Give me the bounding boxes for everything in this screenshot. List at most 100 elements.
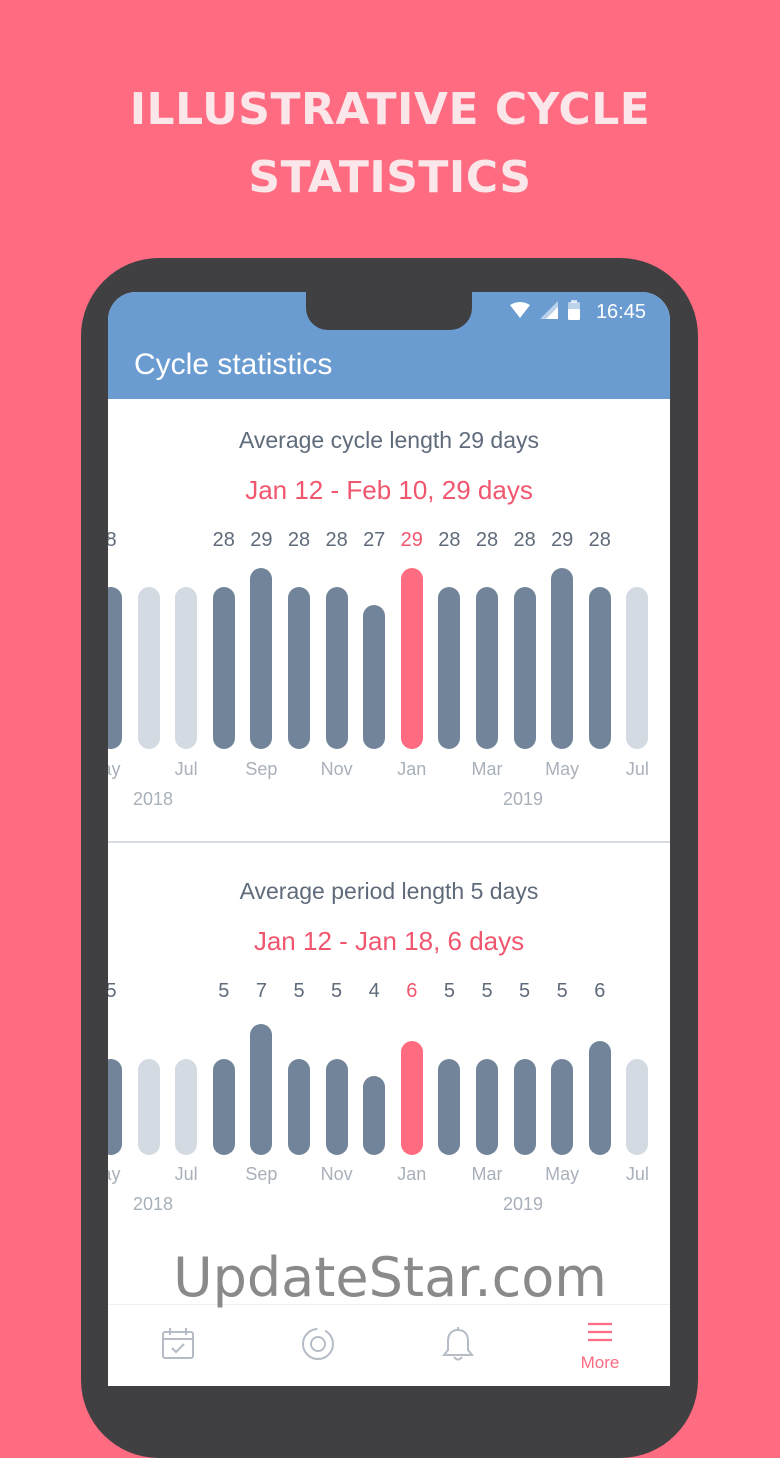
chart-bar[interactable]	[288, 1058, 310, 1155]
cycle-length-chart[interactable]: 8 ay Jul 28 29 Sep 28 28 Nov 27 29 Jan 28 28 Mar 28 29 Ma…	[108, 427, 670, 867]
year-label: 2019	[502, 789, 544, 809]
chart-bar[interactable]	[175, 586, 198, 749]
bar-value-label: 6	[406, 980, 418, 1002]
signal-icon	[539, 300, 558, 324]
chart-bar[interactable]	[108, 586, 122, 749]
chart-bar[interactable]	[137, 586, 160, 749]
page-title: Cycle statistics	[134, 348, 333, 381]
period-average-title: Average period length 5 days	[239, 878, 539, 904]
chart-bar[interactable]	[513, 586, 536, 749]
chart-bar[interactable]	[400, 1041, 423, 1155]
month-tick-label: Jan	[397, 1164, 427, 1184]
period-selected-range: Jan 12 - Jan 18, 6 days	[253, 926, 525, 956]
bar-value-label: 5	[443, 980, 455, 1002]
menu-icon	[586, 1320, 614, 1349]
chart-bar[interactable]	[212, 586, 235, 749]
month-tick-label: ay	[108, 759, 121, 779]
month-tick-label: Jul	[174, 1164, 198, 1184]
month-tick-label: Jan	[397, 759, 427, 779]
nav-calendar[interactable]	[108, 1305, 248, 1386]
month-tick-label: Mar	[471, 759, 503, 779]
period-length-chart[interactable]: 5ayJul57Sep55Nov46Jan55Mar55May6Jul20182…	[108, 878, 670, 1318]
chart-bar[interactable]	[476, 1058, 498, 1155]
month-tick-label: Jul	[174, 759, 198, 779]
watermark: UpdateStar.com	[173, 1246, 607, 1309]
year-label: 2018	[132, 1194, 174, 1214]
app-bar: 16:45 Cycle statistics	[108, 292, 670, 399]
nav-reminders[interactable]	[388, 1305, 528, 1386]
bar-value-label: 7	[255, 980, 267, 1002]
bar-value-label: 5	[331, 980, 343, 1002]
bottom-navigation: More	[108, 1304, 670, 1386]
period-length-section: Average period length 5 days Jan 12 - Ja…	[108, 878, 670, 1318]
cycle-selected-range: Jan 12 - Feb 10, 29 days	[245, 475, 533, 505]
chart-bar[interactable]	[588, 1041, 611, 1155]
chart-bar[interactable]	[551, 568, 574, 749]
chart-bar[interactable]	[250, 568, 273, 749]
chart-bar[interactable]	[288, 586, 310, 749]
calendar-check-icon	[161, 1327, 195, 1366]
month-tick-label: Sep	[245, 1164, 278, 1184]
chart-bar[interactable]	[588, 586, 611, 749]
phone-screen: 16:45 Cycle statistics Average cycle len…	[108, 292, 670, 1386]
bar-value-label: 28	[475, 529, 499, 551]
month-tick-label: ay	[108, 1164, 121, 1184]
month-tick-label: Jul	[625, 1164, 649, 1184]
chart-bar[interactable]	[212, 1058, 235, 1155]
wifi-icon	[509, 301, 530, 323]
bar-value-label: 28	[438, 529, 461, 551]
chart-bar[interactable]	[400, 568, 423, 749]
headline: ILLUSTRATIVE CYCLE STATISTICS	[0, 76, 780, 212]
bar-value-label: 27	[363, 529, 386, 551]
bar-value-label: 8	[108, 529, 117, 551]
nav-more[interactable]: More	[530, 1305, 670, 1386]
chart-bar[interactable]	[476, 586, 498, 749]
bar-value-label: 28	[513, 529, 536, 551]
chart-bar[interactable]	[175, 1058, 198, 1155]
chart-bar[interactable]	[551, 1058, 574, 1155]
bell-icon	[441, 1326, 475, 1367]
cycle-average-title: Average cycle length 29 days	[238, 427, 540, 453]
month-tick-label: Nov	[320, 1164, 353, 1184]
month-tick-label: May	[545, 1164, 580, 1184]
bar-value-label: 5	[519, 980, 531, 1002]
year-label: 2018	[132, 789, 174, 809]
month-tick-label: Jul	[625, 759, 649, 779]
chart-bar[interactable]	[325, 1058, 348, 1155]
battery-icon	[567, 299, 580, 325]
section-divider	[108, 841, 670, 843]
nav-more-label: More	[580, 1352, 620, 1372]
chart-bar[interactable]	[250, 1024, 273, 1155]
year-label: 2019	[502, 1194, 544, 1214]
chart-bar[interactable]	[513, 1058, 536, 1155]
chart-bar[interactable]	[137, 1058, 160, 1155]
bar-value-label: 29	[250, 529, 273, 551]
bar-value-label: 5	[218, 980, 230, 1002]
target-icon	[300, 1326, 336, 1367]
status-bar: 16:45	[509, 299, 646, 325]
bar-value-label: 29	[400, 529, 423, 551]
chart-bar[interactable]	[438, 586, 461, 749]
bar-value-label: 5	[293, 980, 305, 1002]
bar-value-label: 4	[368, 980, 380, 1002]
chart-bar[interactable]	[438, 1058, 461, 1155]
cycle-length-section: Average cycle length 29 days Jan 12 - Fe…	[108, 427, 670, 867]
month-tick-label: Nov	[320, 759, 353, 779]
chart-bar[interactable]	[363, 605, 386, 749]
month-tick-label: May	[545, 759, 580, 779]
chart-bar[interactable]	[626, 1058, 649, 1155]
month-tick-label: Mar	[471, 1164, 503, 1184]
chart-bar[interactable]	[108, 1058, 122, 1155]
bar-value-label: 5	[481, 980, 493, 1002]
chart-bar[interactable]	[626, 586, 649, 749]
bar-value-label: 29	[551, 529, 574, 551]
chart-bar[interactable]	[325, 586, 348, 749]
bar-value-label: 6	[594, 980, 606, 1002]
bar-value-label: 28	[325, 529, 348, 551]
chart-bar[interactable]	[363, 1075, 386, 1155]
nav-cycle[interactable]	[248, 1305, 388, 1386]
headline-line-1: ILLUSTRATIVE CYCLE	[129, 84, 651, 135]
headline-line-2: STATISTICS	[248, 152, 532, 203]
month-tick-label: Sep	[245, 759, 278, 779]
bar-value-label: 5	[556, 980, 568, 1002]
